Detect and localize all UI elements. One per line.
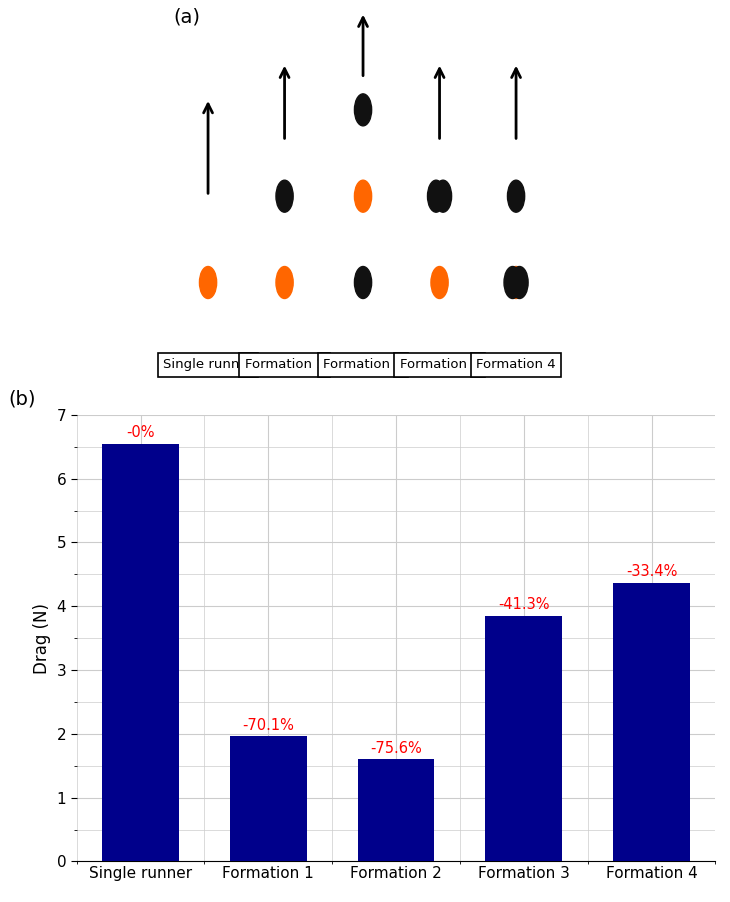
- Ellipse shape: [199, 266, 217, 299]
- Text: -33.4%: -33.4%: [626, 564, 677, 579]
- Ellipse shape: [504, 266, 521, 299]
- Ellipse shape: [276, 180, 293, 212]
- Text: Formation 4: Formation 4: [476, 358, 556, 372]
- Text: Formation 2: Formation 2: [323, 358, 403, 372]
- Ellipse shape: [431, 266, 448, 299]
- Y-axis label: Drag (N): Drag (N): [33, 603, 51, 674]
- Text: -41.3%: -41.3%: [498, 597, 550, 612]
- Text: Formation 3: Formation 3: [400, 358, 480, 372]
- Ellipse shape: [507, 266, 525, 299]
- Text: Single runner: Single runner: [163, 358, 253, 372]
- Ellipse shape: [355, 94, 372, 126]
- Text: -75.6%: -75.6%: [370, 741, 422, 756]
- Ellipse shape: [511, 266, 528, 299]
- Ellipse shape: [507, 180, 525, 212]
- Text: Formation 1: Formation 1: [245, 358, 324, 372]
- Text: -0%: -0%: [126, 425, 155, 440]
- Bar: [230, 736, 307, 861]
- Text: -70.1%: -70.1%: [242, 718, 294, 732]
- Ellipse shape: [355, 180, 372, 212]
- Bar: [102, 444, 179, 861]
- Bar: [358, 759, 434, 861]
- Bar: [485, 616, 562, 861]
- Text: (a): (a): [174, 8, 201, 27]
- Ellipse shape: [428, 180, 445, 212]
- Bar: [613, 583, 690, 861]
- Ellipse shape: [276, 266, 293, 299]
- Ellipse shape: [355, 266, 372, 299]
- Text: (b): (b): [9, 390, 37, 409]
- Ellipse shape: [434, 180, 452, 212]
